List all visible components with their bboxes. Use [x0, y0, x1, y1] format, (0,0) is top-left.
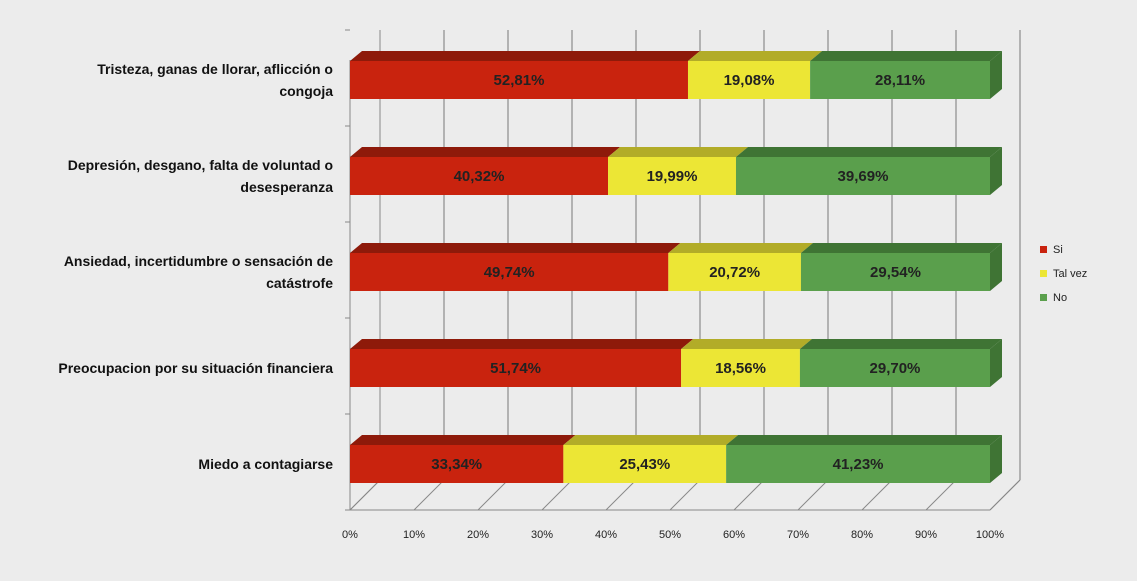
floor-gridline: [669, 479, 701, 511]
legend-swatch: [1040, 270, 1047, 277]
legend-swatch: [1040, 246, 1047, 253]
category-label: Ansiedad, incertidumbre o sensación de ca…: [64, 253, 333, 291]
bar-tal-vez: [687, 61, 811, 99]
x-tick-label: 80%: [851, 529, 873, 541]
bar-group: 51,74% 18,56% 29,70%: [350, 339, 1002, 387]
data-label: 29,54%: [870, 264, 921, 281]
bar-top-tal-vez: [608, 147, 748, 157]
bar-no: [735, 157, 990, 195]
bar-top-tal-vez: [681, 339, 812, 349]
bar-top-si: [350, 339, 694, 349]
legend-swatch: [1040, 294, 1047, 301]
bar-top-si: [350, 147, 621, 157]
category-label: Preocupacion por su situación financiera: [58, 360, 333, 376]
data-label: 19,99%: [647, 168, 698, 185]
bar-top-no: [810, 51, 1002, 61]
floor-gridline: [733, 479, 765, 511]
bar-group: 40,32% 19,99% 39,69%: [350, 147, 1002, 195]
bar-side: [990, 339, 1002, 387]
floor-gridline: [861, 479, 893, 511]
category-label: Miedo a contagiarse: [198, 456, 333, 472]
category-labels: Tristeza, ganas de llorar, aflicción o co…: [58, 61, 333, 472]
x-tick-label: 10%: [403, 529, 425, 541]
floor-gridline: [605, 479, 637, 511]
bar-tal-vez: [608, 157, 736, 195]
floor-gridline: [541, 479, 573, 511]
bar-si: [350, 445, 564, 483]
bar-no: [810, 61, 990, 99]
bars: 52,81% 19,08% 28,11% 40,32% 19,99% 39,69% 49,7…: [350, 51, 1002, 483]
bar-group: 49,74% 20,72% 29,54%: [350, 243, 1002, 291]
bar-top-no: [726, 435, 1002, 445]
floor-gridline: [797, 479, 829, 511]
data-label: 49,74%: [484, 264, 535, 281]
x-tick-label: 70%: [787, 529, 809, 541]
legend-label: No: [1053, 292, 1067, 304]
data-label: 29,70%: [870, 360, 921, 377]
x-tick-labels: 0% 10% 20% 30% 40% 50% 60% 70% 80% 90% 100%: [342, 529, 1004, 541]
floor-gridline: [477, 479, 509, 511]
bar-side: [990, 243, 1002, 291]
data-label: 52,81%: [494, 72, 545, 89]
legend: Si Tal vez No: [1040, 244, 1087, 304]
floor-gridline: [349, 479, 381, 511]
bar-top-tal-vez: [668, 243, 813, 253]
bar-tal-vez: [563, 445, 727, 483]
x-tick-label: 60%: [723, 529, 745, 541]
floor-gridline: [925, 479, 957, 511]
bar-si: [350, 349, 682, 387]
legend-label: Tal vez: [1053, 268, 1087, 280]
data-label: 41,23%: [833, 456, 884, 473]
bar-top-tal-vez: [563, 435, 739, 445]
bar-si: [350, 157, 609, 195]
floor-gridline: [413, 479, 445, 511]
data-label: 40,32%: [454, 168, 505, 185]
bar-group: 33,34% 25,43% 41,23%: [350, 435, 1002, 483]
x-tick-label: 30%: [531, 529, 553, 541]
data-label: 25,43%: [619, 456, 670, 473]
bar-top-si: [350, 243, 681, 253]
x-tick-label: 50%: [659, 529, 681, 541]
bar-top-si: [350, 51, 700, 61]
data-label: 19,08%: [724, 72, 775, 89]
bar-no: [726, 445, 990, 483]
bar-no: [800, 253, 990, 291]
data-label: 20,72%: [709, 264, 760, 281]
legend-label: Si: [1053, 244, 1063, 256]
x-tick-label: 100%: [976, 529, 1004, 541]
bar-side: [990, 147, 1002, 195]
x-tick-label: 20%: [467, 529, 489, 541]
x-tick-label: 0%: [342, 529, 358, 541]
x-tick-label: 90%: [915, 529, 937, 541]
bar-tal-vez: [668, 253, 801, 291]
x-tick-label: 40%: [595, 529, 617, 541]
bar-tal-vez: [681, 349, 800, 387]
bar-no: [799, 349, 990, 387]
bar-top-no: [800, 243, 1002, 253]
data-label: 28,11%: [875, 72, 925, 89]
bar-si: [350, 253, 669, 291]
bar-side: [990, 435, 1002, 483]
data-label: 33,34%: [431, 456, 482, 473]
floor-gridline: [989, 479, 1021, 511]
bar-si: [350, 61, 688, 99]
bar-top-tal-vez: [687, 51, 823, 61]
data-label: 51,74%: [490, 360, 541, 377]
bar-group: 52,81% 19,08% 28,11%: [350, 51, 1002, 99]
bar-top-no: [735, 147, 1002, 157]
data-label: 18,56%: [715, 360, 766, 377]
bar-top-no: [799, 339, 1002, 349]
category-label: Tristeza, ganas de llorar, aflicción o co…: [97, 61, 333, 99]
bar-top-si: [350, 435, 576, 445]
data-label: 39,69%: [838, 168, 889, 185]
bar-side: [990, 51, 1002, 99]
